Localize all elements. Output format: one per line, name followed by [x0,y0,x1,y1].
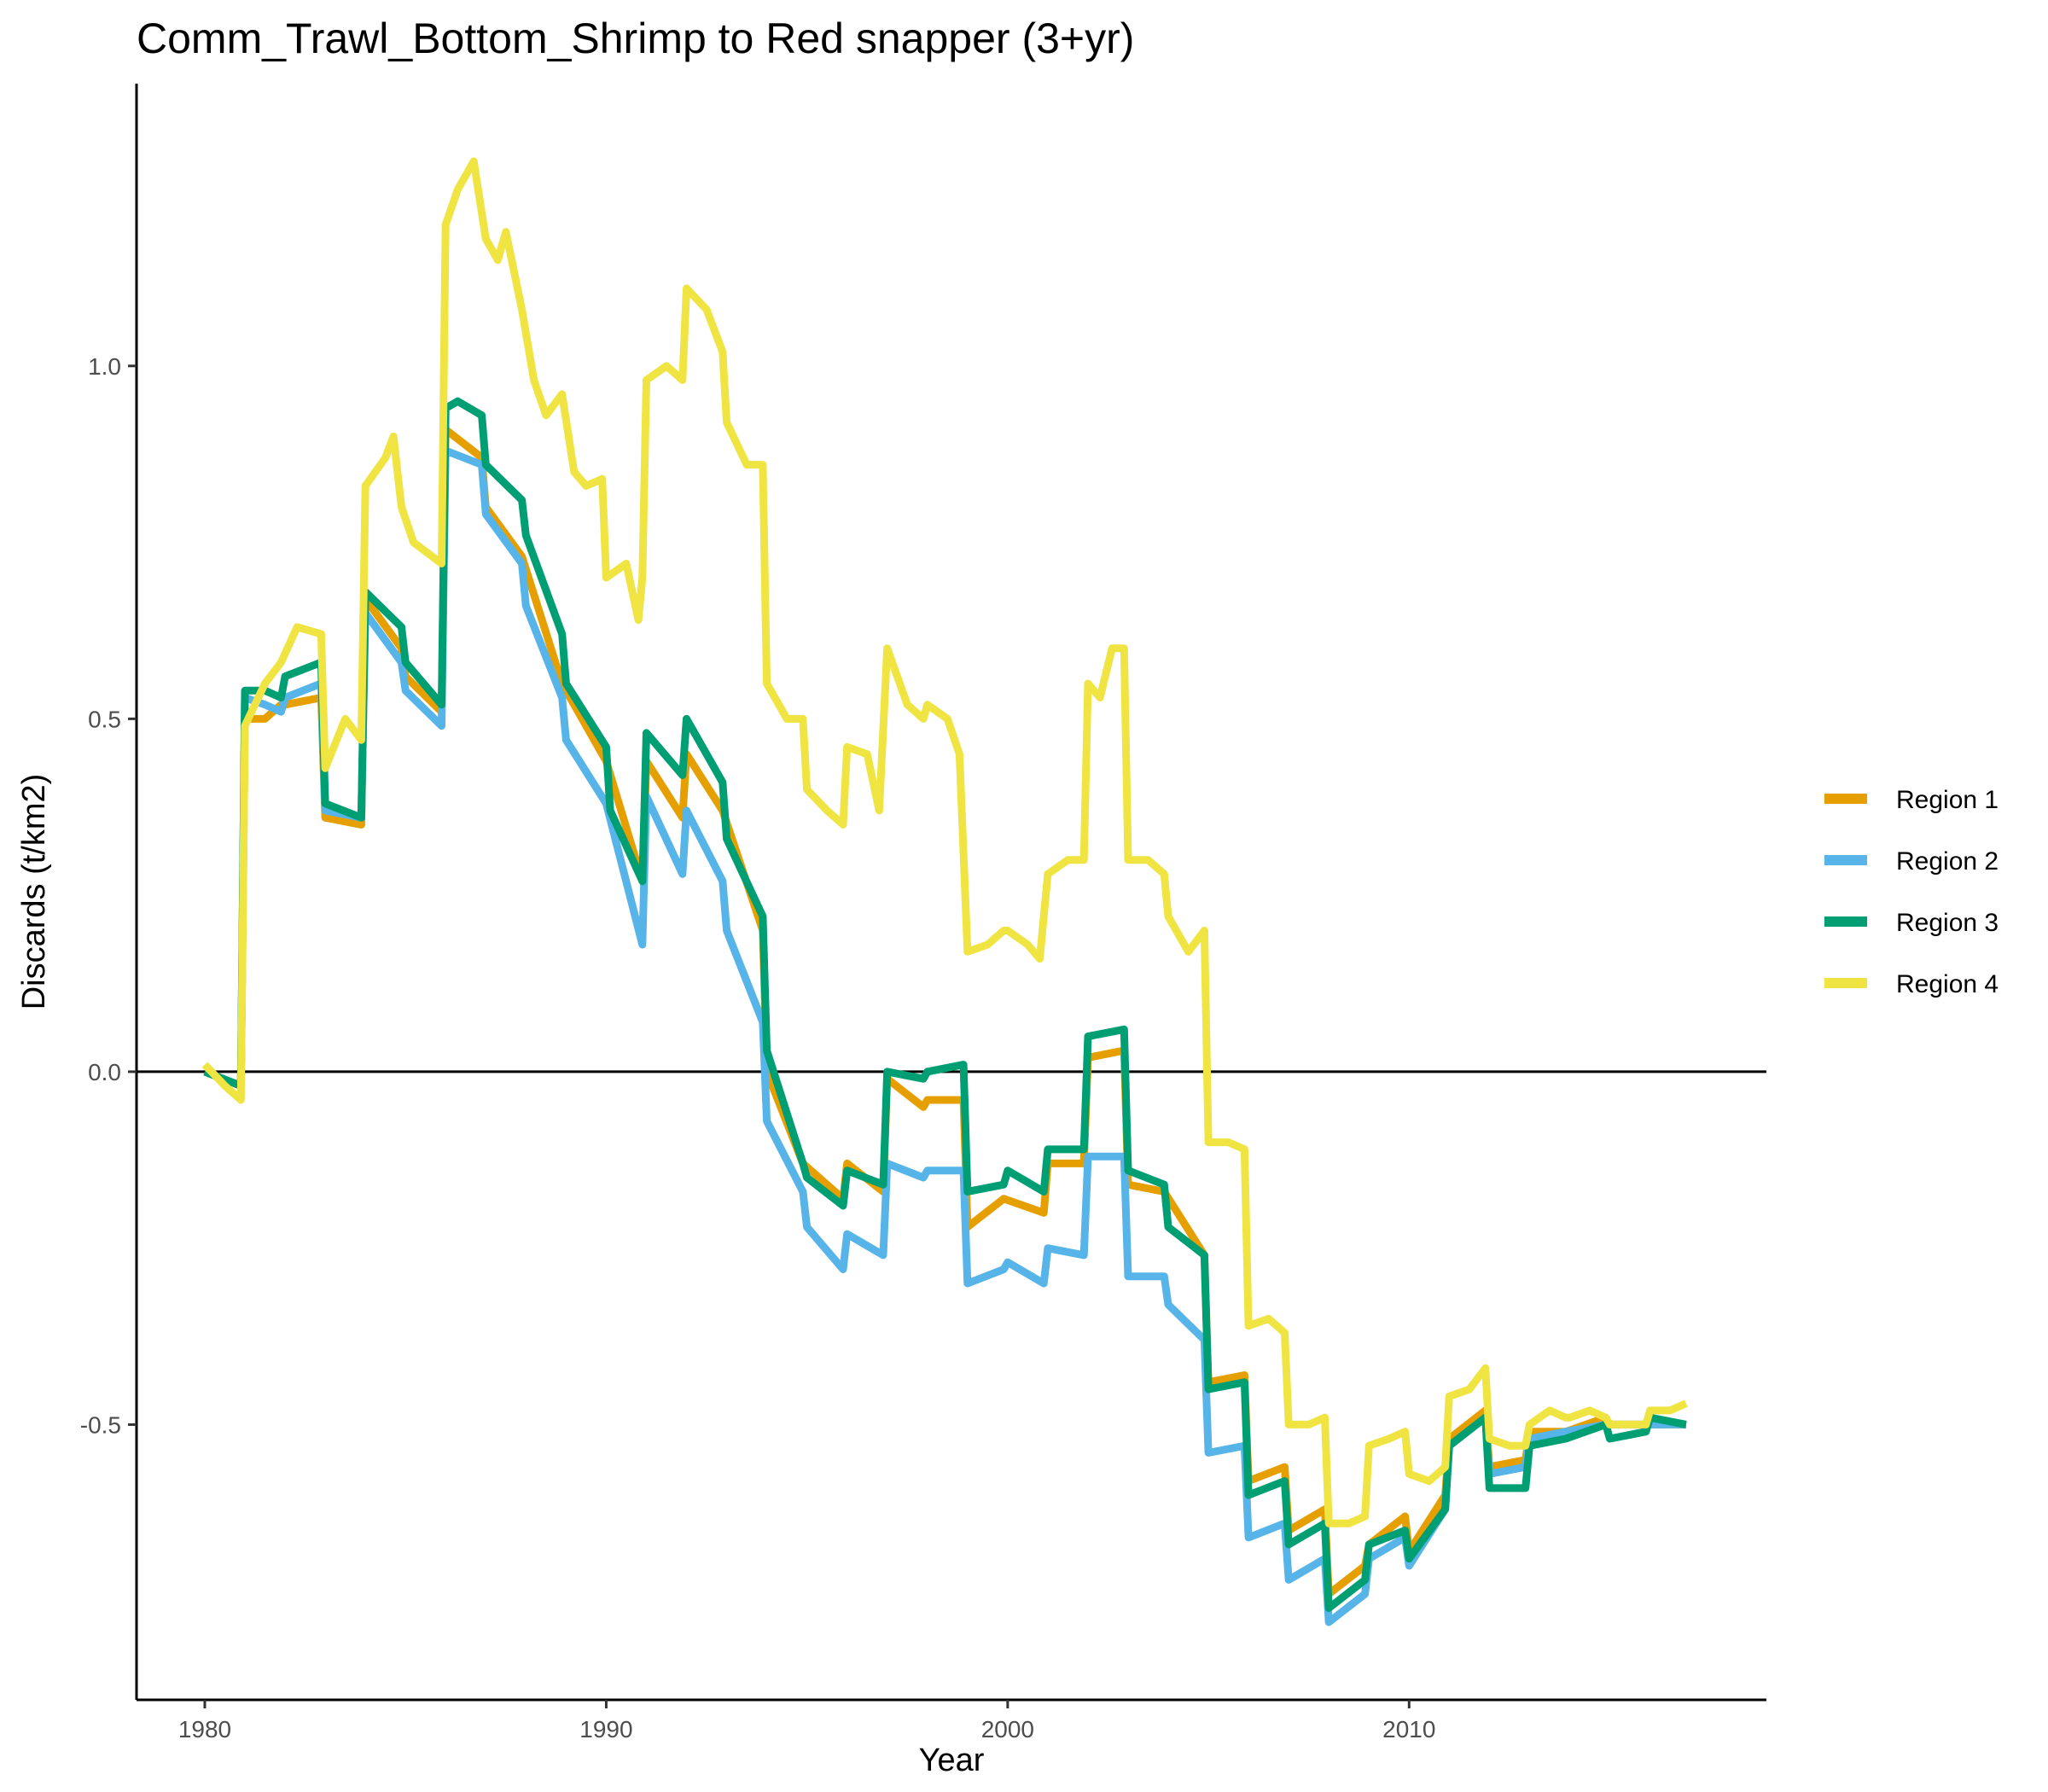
x-tick-label: 2000 [981,1716,1034,1743]
y-tick-label: -0.5 [80,1411,121,1438]
legend-label-region-2: Region 2 [1896,847,1999,876]
series-line-region-4 [201,157,1688,1527]
legend-label-region-3: Region 3 [1896,909,1999,937]
series-line-region-3 [203,397,1687,1612]
series-line-region-2 [203,446,1686,1626]
series-line-region-1 [203,425,1686,1598]
legend-label-region-4: Region 4 [1896,970,1999,998]
y-tick-label: 1.0 [88,353,121,380]
y-tick-label: 0.5 [88,706,121,732]
x-tick-label: 1990 [579,1716,632,1743]
chart-title: Comm_Trawl_Bottom_Shrimp to Red snapper … [137,15,1134,62]
y-tick-label: 0.0 [88,1059,121,1085]
x-tick-label: 2010 [1382,1716,1435,1743]
x-tick-label: 1980 [178,1716,231,1743]
legend-label-region-1: Region 1 [1896,786,1999,814]
plot-area: -0.5 0.0 0.5 1.0 1980 1990 2000 2010 [80,84,1766,1743]
y-axis-title: Discards (t/km2) [16,774,52,1010]
legend: Region 1 Region 2 Region 3 Region 4 [1824,786,1999,998]
x-axis-title: Year [919,1743,985,1778]
